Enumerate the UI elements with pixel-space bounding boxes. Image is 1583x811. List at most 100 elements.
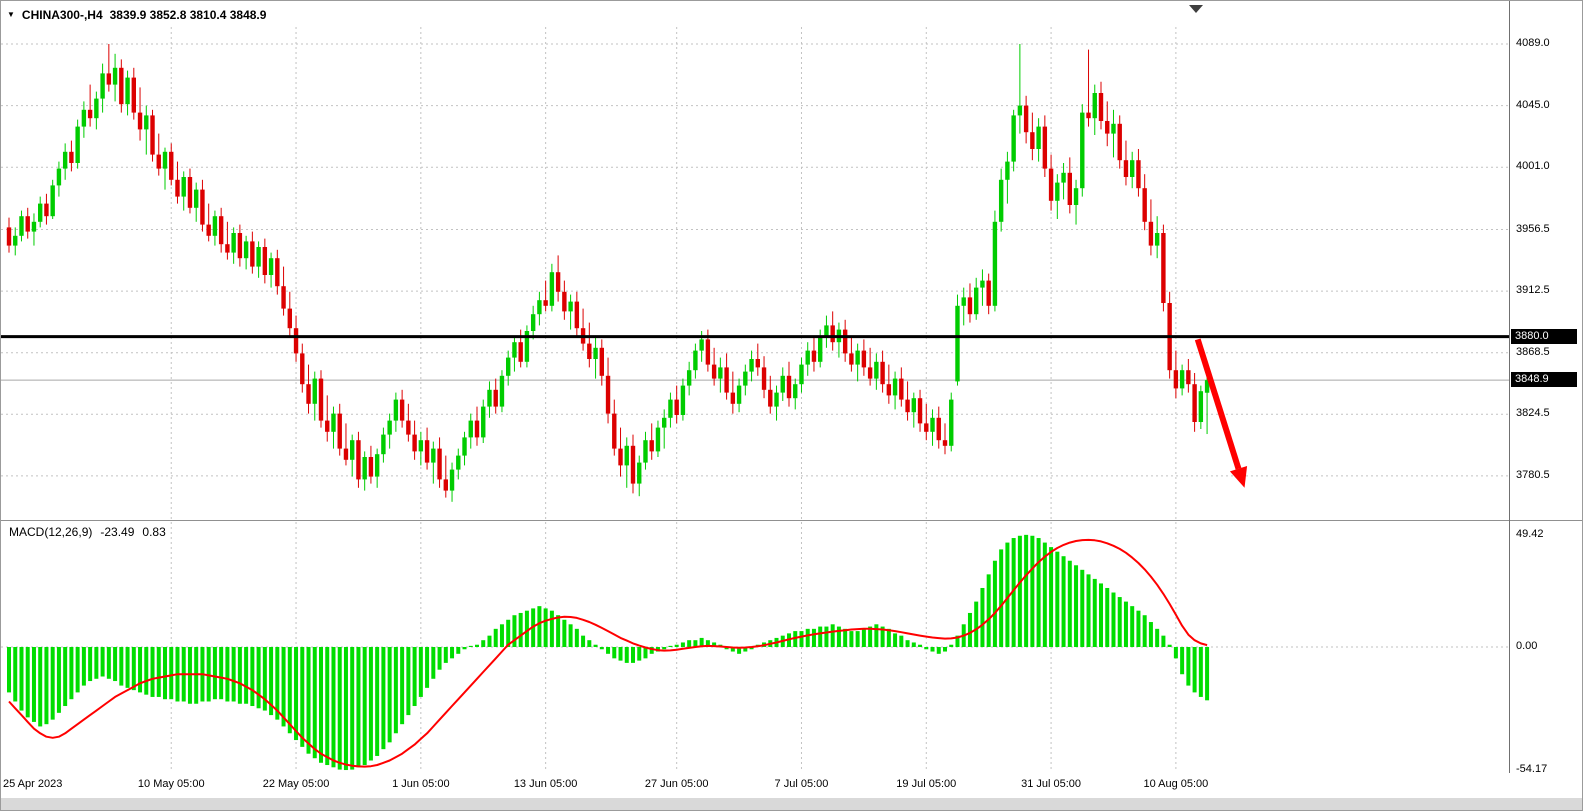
macd-histogram-bar (699, 637, 704, 647)
candle-body (543, 300, 548, 306)
macd-histogram-bar (499, 624, 504, 647)
candles-layer (6, 44, 1210, 502)
candle-body (718, 367, 723, 379)
macd-histogram-bar (231, 647, 236, 702)
macd-histogram-bar (63, 647, 68, 707)
macd-histogram-bar (100, 647, 105, 677)
candle-body (612, 413, 617, 449)
macd-histogram-bar (194, 647, 199, 704)
candle-body (106, 73, 112, 85)
macd-histogram-bar (437, 647, 442, 670)
candle-body (399, 399, 405, 421)
macd-histogram-bar (1055, 551, 1060, 647)
macd-histogram-bar (375, 647, 380, 756)
macd-histogram-bar (337, 647, 342, 770)
candle-body (437, 448, 442, 480)
macd-histogram-bar (874, 624, 879, 647)
macd-histogram-bar (1123, 601, 1128, 647)
candle-body (905, 399, 910, 413)
macd-histogram-bar (387, 647, 392, 743)
candle-body (449, 469, 455, 491)
macd-histogram-bar (593, 644, 598, 647)
hline-price-badge: 3880.0 (1511, 328, 1577, 344)
macd-histogram-bar (737, 647, 742, 654)
macd-histogram-bar (88, 647, 93, 682)
candle-body (356, 440, 361, 480)
candle-body (424, 440, 430, 463)
macd-histogram-bar (506, 619, 511, 647)
macd-histogram-bar (368, 647, 373, 761)
candle-body (499, 375, 505, 407)
candle-body (343, 448, 349, 460)
chart-shift-marker-icon[interactable] (1189, 5, 1203, 13)
candle-body (662, 417, 667, 428)
candle-body (593, 347, 598, 359)
candle-body (350, 440, 355, 460)
macd-histogram-bar (899, 635, 904, 647)
macd-histogram-bar (131, 647, 136, 691)
candle-body (162, 151, 168, 169)
macd-histogram-bar (1205, 647, 1210, 701)
candle-body (936, 417, 941, 441)
candle-body (805, 350, 810, 365)
macd-histogram-bar (1167, 644, 1172, 647)
symbol-dropdown-icon[interactable]: ▼ (7, 10, 15, 19)
candle-body (637, 462, 642, 484)
candle-body (225, 244, 230, 253)
candle-body (456, 455, 461, 470)
macd-histogram-bar (562, 619, 567, 647)
macd-histogram-bar (1198, 647, 1203, 697)
macd-histogram-bar (262, 647, 267, 711)
macd-histogram-bar (599, 647, 604, 650)
candle-body (1030, 132, 1035, 149)
macd-histogram-bar (425, 647, 430, 688)
candle-body (749, 359, 754, 372)
candle-body (886, 384, 892, 396)
macd-histogram-bar (38, 647, 43, 727)
date-tick-label: 10 Aug 05:00 (1143, 778, 1209, 790)
candle-body (518, 342, 523, 362)
candle-body (131, 77, 136, 113)
candle-body (19, 216, 24, 236)
macd-histogram-bar (144, 647, 149, 695)
candle-body (1123, 160, 1129, 177)
candle-body (81, 109, 87, 127)
macd-histogram-bar (362, 647, 367, 766)
candle-body (711, 364, 717, 379)
price-tick-label: 3956.5 (1516, 222, 1550, 235)
price-axis[interactable]: 3880.0 3848.9 4089.0 4045.0 4001.0 3956.5 39… (1510, 1, 1582, 775)
trend-arrow-shaft (1194, 338, 1242, 470)
date-tick-label: 19 Jul 05:00 (896, 778, 957, 790)
candle-body (568, 301, 573, 312)
candle-body (237, 233, 243, 259)
macd-histogram-bar (824, 626, 829, 647)
candle-body (799, 364, 804, 385)
candle-body (443, 479, 448, 491)
candle-body (94, 98, 99, 119)
macd-histogram-bar (475, 644, 479, 647)
macd-indicator-label: MACD(12,26,9) -23.49 0.83 (9, 525, 166, 539)
candle-body (699, 339, 704, 351)
date-tick-label: 1 Jun 05:00 (392, 778, 450, 790)
macd-histogram-bar (269, 647, 274, 716)
macd-histogram-bar (730, 647, 735, 652)
candle-body (393, 399, 399, 421)
candle-body (187, 177, 193, 208)
macd-histogram-bar (1030, 535, 1035, 647)
candle-body (262, 247, 268, 275)
candle-body (1130, 160, 1135, 177)
date-tick-label: 10 May 05:00 (137, 778, 205, 790)
candle-body (13, 235, 18, 246)
macd-histogram-bar (325, 647, 330, 766)
time-axis[interactable]: 25 Apr 2023 10 May 05:00 22 May 05:00 1 Jun… (1, 773, 1582, 798)
macd-histogram-bar (300, 647, 305, 747)
macd-histogram-bar (443, 647, 448, 663)
macd-histogram-bar (44, 647, 49, 725)
candle-body (1005, 161, 1010, 180)
macd-histogram-bar (1117, 597, 1122, 647)
candle-body (137, 112, 143, 130)
candle-body (668, 399, 673, 418)
macd-histogram-bar (294, 647, 299, 741)
candle-body (1111, 123, 1116, 134)
